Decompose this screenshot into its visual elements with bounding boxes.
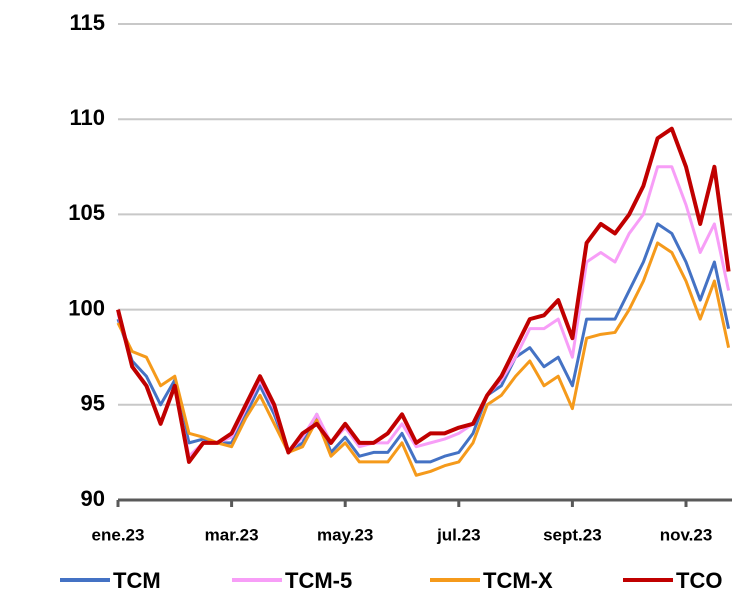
y-tick-label: 95 <box>81 391 105 416</box>
legend-label: TCO <box>676 568 722 593</box>
series-line <box>116 126 731 464</box>
x-tick-label: sept.23 <box>543 525 602 544</box>
legend-label: TCM <box>113 568 161 593</box>
x-tick-label: jul.23 <box>436 525 480 544</box>
x-tick-label: nov.23 <box>660 525 713 544</box>
series-line <box>116 165 731 458</box>
y-tick-label: 115 <box>70 10 106 35</box>
legend-label: TCM-X <box>483 568 553 593</box>
x-tick-label: mar.23 <box>205 525 259 544</box>
legend-label: TCM-5 <box>285 568 352 593</box>
x-tick-label: may.23 <box>317 525 373 544</box>
y-tick-label: 90 <box>81 486 105 511</box>
x-tick-label: ene.23 <box>92 525 145 544</box>
y-tick-label: 110 <box>70 105 106 130</box>
y-tick-label: 100 <box>68 295 105 320</box>
series-line <box>116 222 731 464</box>
y-tick-label: 105 <box>68 200 105 225</box>
